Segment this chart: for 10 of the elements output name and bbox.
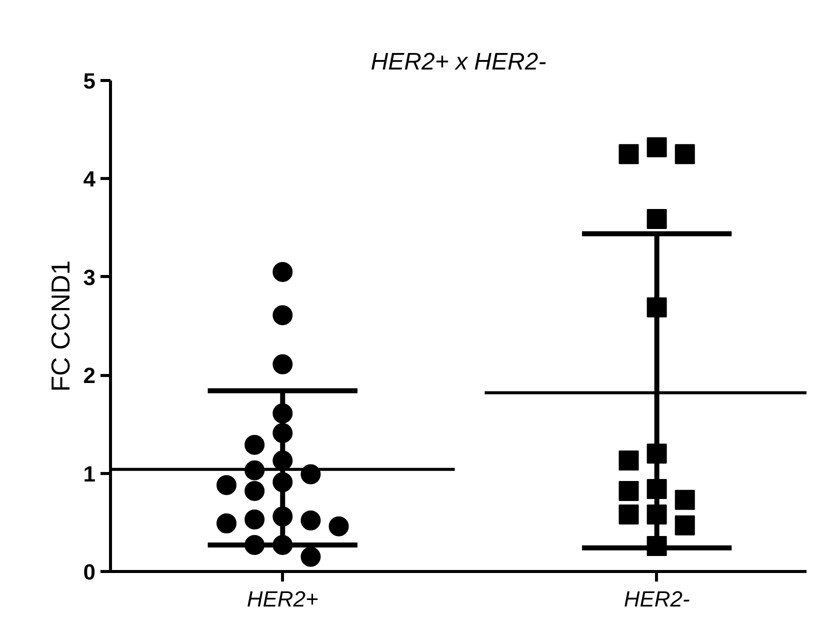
y-tick-label: 5 [83,68,96,94]
y-axis-title: FC CCND1 [45,260,76,392]
chart-title: HER2+ x HER2- [370,48,546,76]
y-tick-label: 0 [83,560,96,584]
y-tick-label: 3 [83,264,96,290]
x-tick-label: HER2- [624,586,690,612]
y-tick-label: 4 [83,166,96,192]
x-tick-label: HER2+ [246,586,319,612]
y-tick-label: 2 [83,363,96,388]
y-tick-label: 1 [83,461,96,486]
